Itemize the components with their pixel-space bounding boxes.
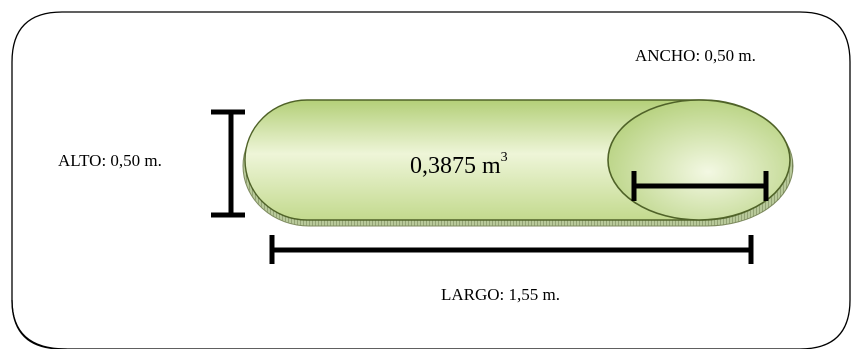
volume-exponent: 3 [500, 150, 508, 165]
largo-label: LARGO: 1,55 m. [441, 285, 560, 304]
cylinder-end-cap [607, 99, 791, 221]
ancho-label: ANCHO: 0,50 m. [635, 46, 756, 65]
alto-label: ALTO: 0,50 m. [58, 151, 162, 170]
outer-frame [11, 11, 851, 349]
largo-dimension-marker [269, 235, 754, 264]
volume-label: 0,3875 m3 [410, 151, 508, 179]
volume-value: 0,3875 m [410, 153, 501, 179]
outer-frame-bottom [11, 299, 851, 349]
alto-dimension-marker [211, 109, 245, 218]
ancho-dimension-marker [631, 171, 769, 201]
